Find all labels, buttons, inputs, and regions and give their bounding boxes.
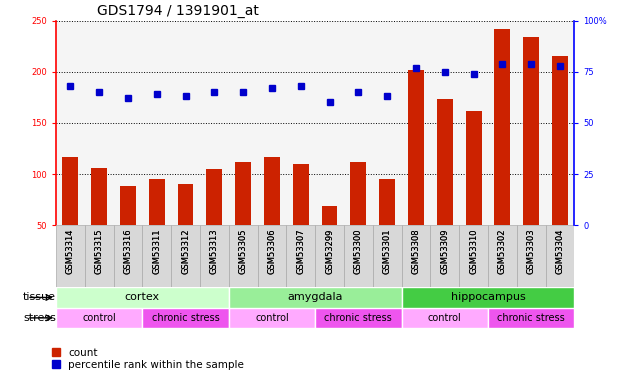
Text: GSM53316: GSM53316	[124, 228, 132, 274]
Text: GSM53302: GSM53302	[498, 228, 507, 274]
Text: GSM53301: GSM53301	[383, 228, 392, 274]
Bar	[524, 37, 539, 225]
Bar	[286, 225, 315, 287]
Bar	[517, 225, 546, 287]
Text: GSM53308: GSM53308	[412, 228, 420, 274]
Bar	[84, 225, 114, 287]
Text: control: control	[255, 313, 289, 323]
Bar	[402, 287, 574, 308]
Text: control: control	[428, 313, 461, 323]
Bar	[235, 162, 251, 225]
Bar	[488, 225, 517, 287]
Text: GSM53313: GSM53313	[210, 228, 219, 274]
Bar	[552, 56, 568, 225]
Bar	[466, 111, 481, 225]
Bar	[459, 225, 488, 287]
Text: GSM53303: GSM53303	[527, 228, 536, 274]
Text: GSM53311: GSM53311	[152, 228, 161, 274]
Text: GSM53305: GSM53305	[238, 228, 248, 274]
Text: GSM53309: GSM53309	[440, 228, 449, 274]
Text: GSM53311: GSM53311	[152, 228, 161, 274]
Text: GSM53315: GSM53315	[94, 228, 104, 274]
Bar	[402, 225, 430, 287]
Text: amygdala: amygdala	[288, 292, 343, 303]
Bar	[171, 225, 200, 287]
Bar	[264, 157, 280, 225]
Text: GSM53302: GSM53302	[498, 228, 507, 274]
Text: GSM53304: GSM53304	[556, 228, 564, 274]
Text: GSM53303: GSM53303	[527, 228, 536, 274]
Bar	[402, 308, 488, 328]
Bar	[379, 179, 395, 225]
Text: GDS1794 / 1391901_at: GDS1794 / 1391901_at	[97, 4, 259, 18]
Text: GSM53300: GSM53300	[354, 228, 363, 274]
Bar	[229, 287, 402, 308]
Bar	[206, 169, 222, 225]
Text: GSM53300: GSM53300	[354, 228, 363, 274]
Text: GSM53314: GSM53314	[66, 228, 75, 274]
Bar	[91, 168, 107, 225]
Text: GSM53308: GSM53308	[412, 228, 420, 274]
Bar	[546, 225, 574, 287]
Text: GSM53316: GSM53316	[124, 228, 132, 274]
Bar	[437, 99, 453, 225]
Legend: count, percentile rank within the sample: count, percentile rank within the sample	[52, 348, 244, 370]
Bar	[344, 225, 373, 287]
Text: chronic stress: chronic stress	[497, 313, 565, 323]
Text: control: control	[82, 313, 116, 323]
Text: GSM53301: GSM53301	[383, 228, 392, 274]
Bar	[350, 162, 366, 225]
Bar	[258, 225, 286, 287]
Bar	[142, 225, 171, 287]
Bar	[322, 206, 337, 225]
Text: GSM53307: GSM53307	[296, 228, 306, 274]
Bar	[293, 164, 309, 225]
Bar	[56, 308, 142, 328]
Bar	[373, 225, 402, 287]
Text: GSM53306: GSM53306	[268, 228, 276, 274]
Text: chronic stress: chronic stress	[152, 313, 219, 323]
Bar	[56, 225, 84, 287]
Text: stress: stress	[23, 313, 56, 323]
Text: tissue: tissue	[23, 292, 56, 303]
Text: GSM53299: GSM53299	[325, 228, 334, 274]
Bar	[488, 308, 574, 328]
Text: GSM53314: GSM53314	[66, 228, 75, 274]
Text: GSM53313: GSM53313	[210, 228, 219, 274]
Bar	[408, 70, 424, 225]
Bar	[62, 157, 78, 225]
Text: GSM53315: GSM53315	[94, 228, 104, 274]
Bar	[494, 29, 510, 225]
Bar	[114, 225, 142, 287]
Bar	[430, 225, 459, 287]
Bar	[200, 225, 229, 287]
Bar	[229, 225, 258, 287]
Bar	[315, 308, 402, 328]
Text: hippocampus: hippocampus	[451, 292, 525, 303]
Text: GSM53299: GSM53299	[325, 228, 334, 274]
Text: chronic stress: chronic stress	[325, 313, 392, 323]
Bar	[120, 186, 136, 225]
Text: GSM53312: GSM53312	[181, 228, 190, 274]
Bar	[178, 184, 194, 225]
Text: GSM53306: GSM53306	[268, 228, 276, 274]
Bar	[229, 308, 315, 328]
Bar	[56, 287, 229, 308]
Text: GSM53312: GSM53312	[181, 228, 190, 274]
Text: GSM53304: GSM53304	[556, 228, 564, 274]
Text: GSM53310: GSM53310	[469, 228, 478, 274]
Text: GSM53310: GSM53310	[469, 228, 478, 274]
Text: GSM53309: GSM53309	[440, 228, 449, 274]
Text: cortex: cortex	[125, 292, 160, 303]
Bar	[142, 308, 229, 328]
Text: GSM53307: GSM53307	[296, 228, 306, 274]
Text: GSM53305: GSM53305	[238, 228, 248, 274]
Bar	[149, 179, 165, 225]
Bar	[315, 225, 344, 287]
